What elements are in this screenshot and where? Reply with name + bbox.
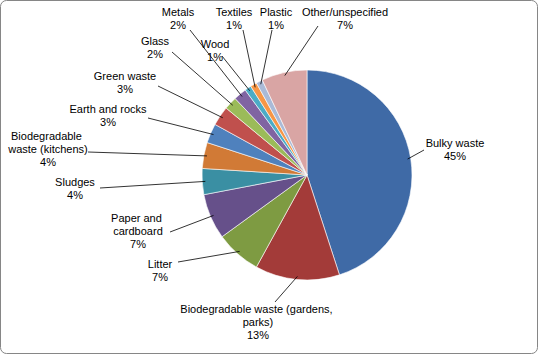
value-label: 3%: [117, 83, 133, 95]
data-labels: Bulky waste45% Biodegradable waste (garde…: [7, 6, 484, 341]
pie-slice: [262, 70, 307, 175]
value-label: 4%: [40, 156, 56, 168]
value-label: 2%: [147, 48, 163, 60]
leader-line: [408, 150, 424, 159]
category-label: Glass: [141, 35, 170, 47]
leader-line: [100, 181, 205, 188]
value-label: 45%: [444, 150, 466, 162]
chart: Bulky waste45% Biodegradable waste (garde…: [0, 0, 538, 354]
category-label: Biodegradable waste (kitchens): [7, 130, 87, 155]
value-label: 2%: [170, 19, 186, 31]
value-label: 1%: [268, 19, 284, 31]
category-label: Earth and rocks: [69, 103, 147, 115]
leader-line: [88, 152, 207, 156]
value-label: 13%: [247, 329, 269, 341]
category-label: Paper and cardboard: [111, 212, 165, 237]
leader-line: [261, 30, 272, 84]
category-label: Other/unspecified: [302, 6, 388, 18]
leader-line: [148, 118, 214, 135]
category-label: Bulky waste: [426, 137, 485, 149]
chart-border: [1, 1, 538, 354]
value-label: 7%: [130, 238, 146, 250]
category-label: Textiles: [216, 6, 253, 18]
category-label: Sludges: [55, 176, 95, 188]
value-label: 4%: [67, 189, 83, 201]
value-label: 1%: [207, 51, 223, 63]
leader-line: [172, 52, 233, 105]
leader-line: [178, 251, 240, 262]
leader-line: [243, 30, 255, 87]
leader-line: [170, 215, 214, 232]
pie: [202, 70, 412, 280]
leader-line: [275, 276, 297, 302]
value-label: 3%: [100, 116, 116, 128]
category-label: Litter: [148, 258, 173, 270]
value-label: 7%: [152, 271, 168, 283]
leader-line: [190, 30, 242, 97]
category-label: Metals: [162, 6, 195, 18]
leader-line: [158, 86, 223, 118]
leader-line: [222, 56, 250, 91]
category-label: Biodegradable waste (gardens, parks): [180, 303, 335, 328]
category-label: Green waste: [94, 70, 156, 82]
leader-lines: [88, 26, 424, 302]
value-label: 1%: [226, 19, 242, 31]
category-label: Plastic: [260, 6, 293, 18]
category-label: Wood: [201, 38, 230, 50]
leader-line: [285, 26, 318, 76]
value-label: 7%: [337, 19, 353, 31]
